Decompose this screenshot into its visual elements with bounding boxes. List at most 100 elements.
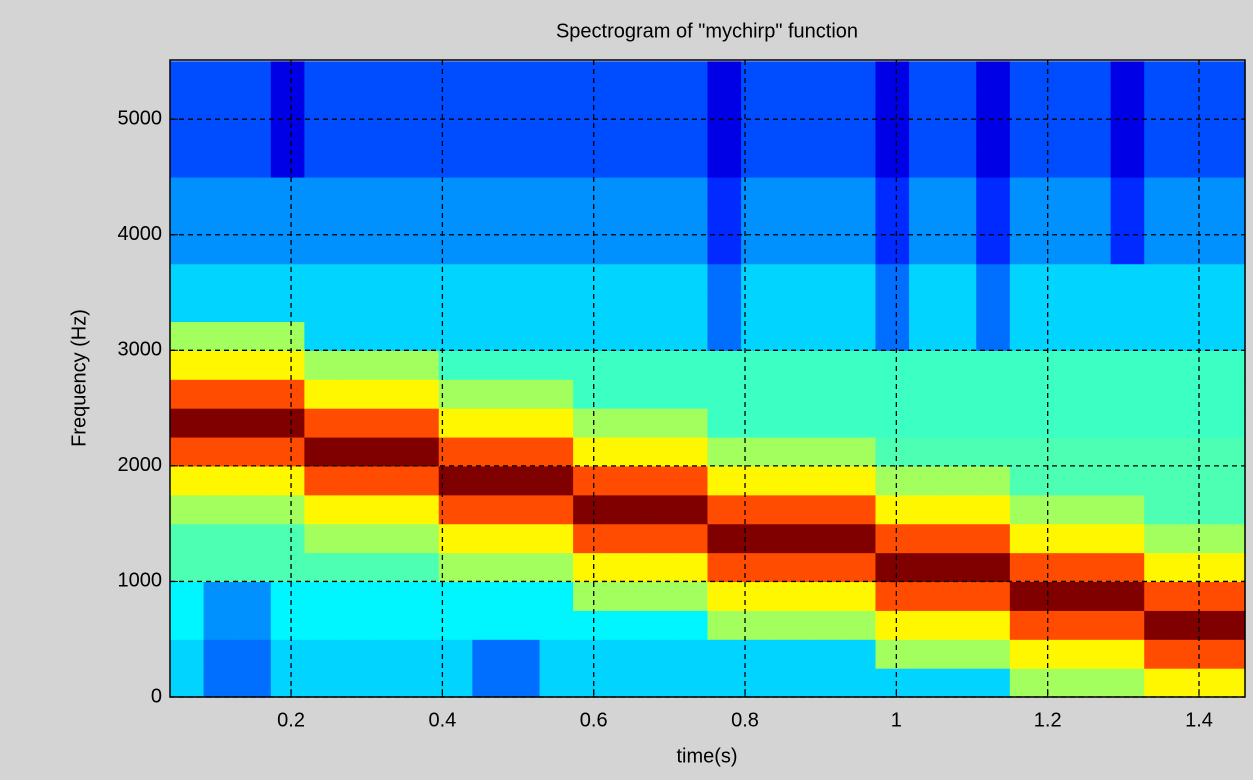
cell [841, 61, 877, 91]
cell [237, 292, 272, 323]
cell [909, 379, 944, 409]
cell [875, 610, 910, 640]
cell [875, 90, 910, 120]
cell [472, 639, 507, 669]
cell [1077, 639, 1112, 669]
cell [640, 639, 675, 669]
cell [237, 234, 272, 265]
cell [774, 494, 809, 525]
cell [573, 119, 608, 149]
cell [673, 610, 709, 640]
cell [304, 61, 339, 91]
cell [1110, 552, 1145, 583]
cell [270, 350, 305, 380]
cell [707, 234, 742, 265]
cell [505, 552, 541, 583]
cell [539, 321, 574, 351]
cell [505, 639, 541, 669]
cell [1177, 465, 1213, 496]
cell [304, 148, 339, 178]
y-tick-label: 5000 [118, 107, 163, 129]
cell [640, 61, 675, 91]
cell [841, 234, 877, 265]
cell [438, 552, 473, 583]
cell [573, 581, 608, 611]
cell [640, 234, 675, 265]
cell [1009, 465, 1045, 496]
cell [1043, 263, 1078, 294]
cell [472, 668, 507, 698]
cell [808, 292, 843, 323]
cell [1043, 436, 1078, 467]
cell [1043, 205, 1078, 236]
cell [1077, 90, 1112, 120]
cell [270, 119, 305, 149]
cell [841, 379, 877, 409]
cell [808, 408, 843, 438]
cell [1177, 379, 1213, 409]
cell [942, 148, 977, 178]
cell [606, 668, 641, 698]
cell [707, 350, 742, 380]
x-axis-label: time(s) [676, 745, 737, 767]
cell [304, 379, 339, 409]
cell [438, 234, 473, 265]
cell [808, 350, 843, 380]
cell [505, 379, 541, 409]
cell [673, 523, 709, 554]
cell [405, 321, 440, 351]
cell [1110, 263, 1145, 294]
cell [237, 552, 272, 583]
cell [1110, 176, 1145, 207]
cell [170, 610, 205, 640]
cell [505, 176, 541, 207]
cell [976, 436, 1011, 467]
cell [1110, 523, 1145, 554]
cell [203, 552, 238, 583]
cell [1110, 465, 1145, 496]
cell [573, 552, 608, 583]
cell [1009, 321, 1045, 351]
cell [505, 263, 541, 294]
cell [673, 581, 709, 611]
cell [539, 263, 574, 294]
cell [337, 581, 373, 611]
cell [942, 639, 977, 669]
cell [1077, 436, 1112, 467]
cell [774, 668, 809, 698]
cell [270, 668, 305, 698]
cell [942, 379, 977, 409]
cell [170, 465, 205, 496]
cell [203, 321, 238, 351]
cell [237, 379, 272, 409]
cell [841, 263, 877, 294]
cell [1077, 523, 1112, 554]
cell [707, 61, 742, 91]
cell [573, 668, 608, 698]
cell [1009, 552, 1045, 583]
cell [539, 148, 574, 178]
cell [774, 408, 809, 438]
cell [741, 436, 776, 467]
cell [909, 292, 944, 323]
cell [505, 321, 541, 351]
cell [405, 350, 440, 380]
cell [304, 610, 339, 640]
cell [438, 610, 473, 640]
cell [203, 61, 238, 91]
cell [606, 350, 641, 380]
cell [304, 234, 339, 265]
cell [573, 292, 608, 323]
cell [203, 465, 238, 496]
cell [976, 552, 1011, 583]
cell [1211, 148, 1246, 178]
cell [808, 205, 843, 236]
cell [1177, 321, 1213, 351]
cell [673, 176, 709, 207]
cell [976, 639, 1011, 669]
cell [472, 581, 507, 611]
cell [304, 205, 339, 236]
cell [875, 581, 910, 611]
cell [472, 263, 507, 294]
cell [909, 90, 944, 120]
